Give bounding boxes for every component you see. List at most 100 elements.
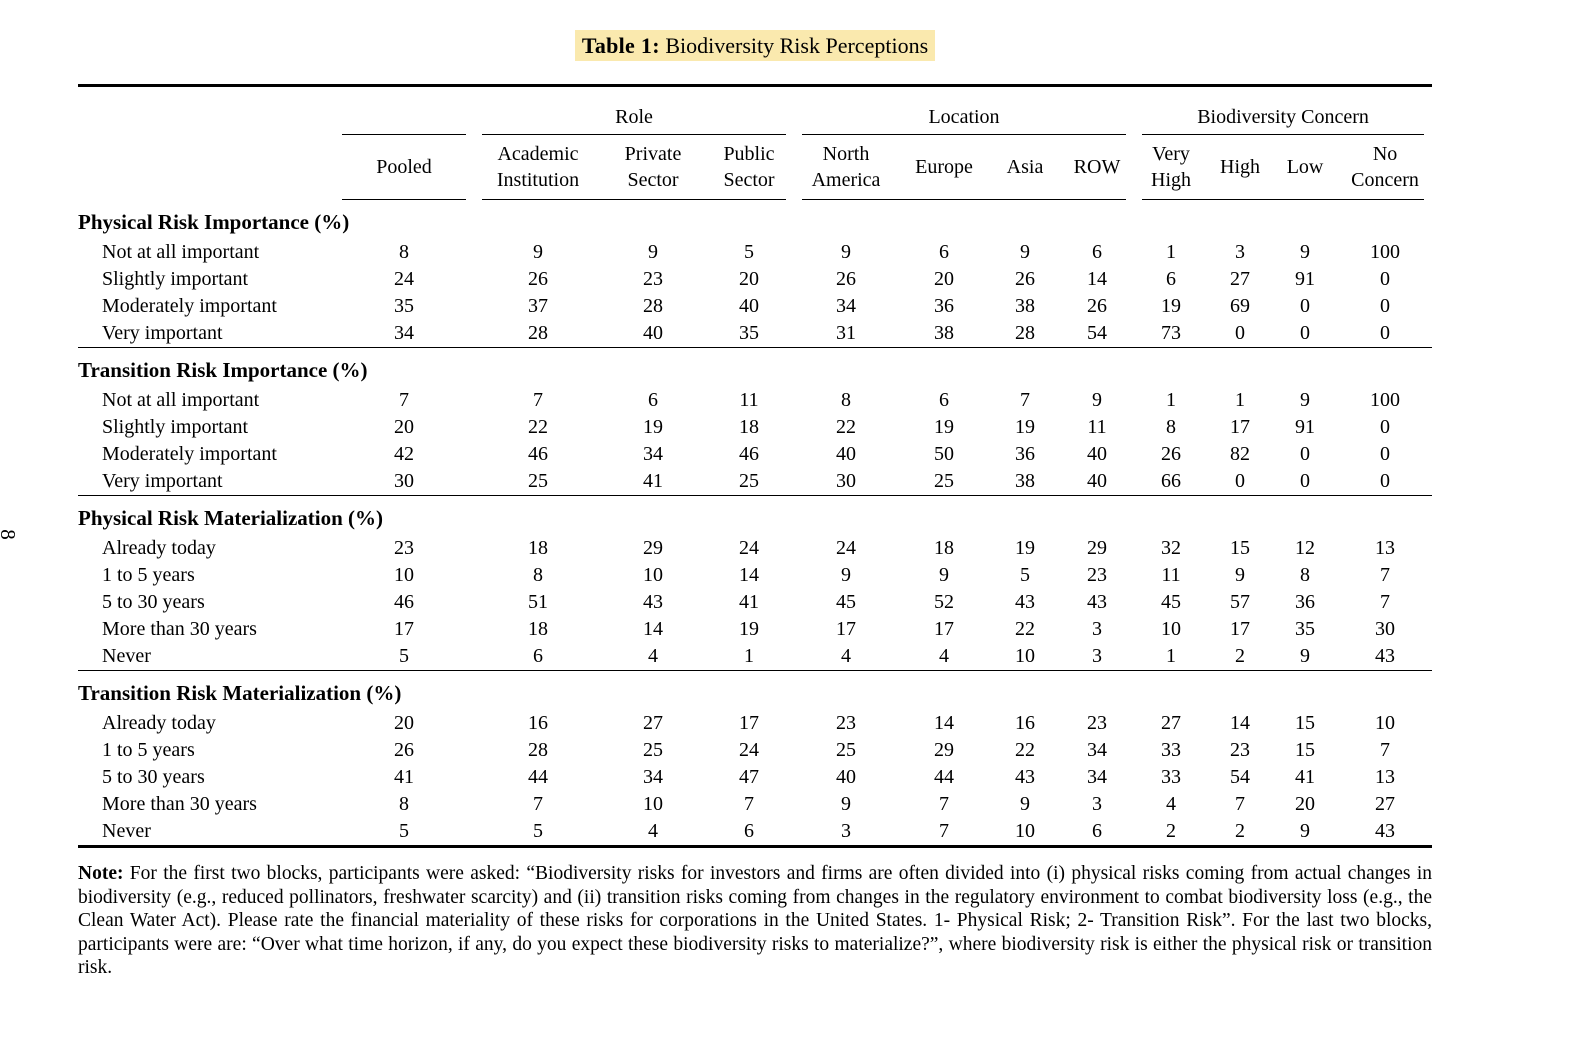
value-cell: 43 — [1087, 591, 1108, 613]
value-cell: 23 — [394, 537, 414, 559]
value-cell: 4 — [939, 645, 949, 667]
row-label: 1 to 5 years — [102, 739, 195, 761]
value-cell: 24 — [739, 739, 759, 761]
table-row: Moderately important 35 37 28 40 34 36 38 26 19 69… — [78, 293, 1432, 320]
value-cell: 14 — [739, 564, 759, 586]
value-cell: 10 — [394, 564, 414, 586]
value-cell: 40 — [836, 443, 856, 465]
value-cell: 43 — [1375, 820, 1396, 842]
value-cell: 9 — [1092, 389, 1103, 411]
value-cell: 10 — [643, 793, 663, 815]
column-header-private-sector: Private Sector — [624, 143, 682, 191]
column-header-row: Pooled Academic Institution Private Sect… — [78, 135, 1432, 199]
value-cell: 23 — [1087, 712, 1108, 734]
value-cell: 22 — [1015, 739, 1035, 761]
value-cell: 20 — [394, 712, 414, 734]
value-cell: 1 — [1166, 389, 1177, 411]
value-cell: 26 — [836, 268, 856, 290]
value-cell: 27 — [643, 712, 663, 734]
group-header-role: Role — [474, 86, 794, 136]
table-row: Very important 34 28 40 35 31 38 28 54 73 0 0 0 — [78, 320, 1432, 348]
value-cell: 4 — [1166, 793, 1177, 815]
title-label: Table 1: — [581, 33, 660, 58]
table-row: Moderately important 42 46 34 46 40 50 36 40 26 82… — [78, 441, 1432, 468]
value-cell: 0 — [1380, 268, 1391, 290]
value-cell: 1 — [1166, 241, 1177, 263]
value-cell: 7 — [1380, 591, 1391, 613]
value-cell: 7 — [533, 793, 543, 815]
block-header-row: Transition Risk Materialization (%) — [78, 676, 1432, 710]
value-cell: 7 — [744, 793, 754, 815]
value-cell: 30 — [1375, 618, 1396, 640]
value-cell: 40 — [643, 322, 663, 344]
value-cell: 14 — [643, 618, 663, 640]
value-cell: 0 — [1380, 470, 1391, 492]
value-cell: 52 — [934, 591, 954, 613]
value-cell: 20 — [394, 416, 414, 438]
block-separator-row — [78, 670, 1433, 676]
block-header: Transition Risk Importance (%) — [78, 357, 368, 382]
value-cell: 34 — [643, 766, 663, 788]
value-cell: 9 — [841, 241, 851, 263]
value-cell: 33 — [1161, 739, 1182, 761]
block-separator — [78, 347, 1433, 353]
value-cell: 17 — [1230, 618, 1251, 640]
value-cell: 6 — [1092, 820, 1103, 842]
value-cell: 11 — [739, 389, 759, 411]
value-cell: 7 — [1380, 739, 1391, 761]
table-row: 1 to 5 years 26 28 25 24 25 29 22 34 33 23 15 7 — [78, 737, 1432, 764]
value-cell: 15 — [1295, 712, 1316, 734]
value-cell: 51 — [528, 591, 548, 613]
block-header-row: Physical Risk Materialization (%) — [78, 501, 1432, 535]
value-cell: 28 — [528, 322, 548, 344]
value-cell: 41 — [739, 591, 759, 613]
column-header-asia: Asia — [1006, 156, 1044, 178]
value-cell: 28 — [1015, 322, 1035, 344]
block-separator-row — [78, 347, 1433, 353]
value-cell: 0 — [1300, 295, 1311, 317]
value-cell: 9 — [1235, 564, 1246, 586]
value-cell: 28 — [528, 739, 548, 761]
value-cell: 14 — [934, 712, 954, 734]
column-header-row-region: ROW — [1073, 156, 1121, 178]
row-label: Never — [102, 645, 151, 667]
value-cell: 3 — [1092, 618, 1103, 640]
title-highlight: Table 1: Biodiversity Risk Perceptions — [574, 30, 936, 61]
value-cell: 13 — [1375, 537, 1396, 559]
value-cell: 9 — [1300, 389, 1311, 411]
value-cell: 9 — [841, 793, 851, 815]
value-cell: 24 — [739, 537, 759, 559]
value-cell: 25 — [836, 739, 856, 761]
table-row: Slightly important 24 26 23 20 26 20 26 14 6 27 91 0 — [78, 266, 1432, 293]
table-row: Already today 23 18 29 24 24 18 19 29 32 15 12 13 — [78, 535, 1432, 562]
value-cell: 33 — [1161, 766, 1182, 788]
value-cell: 27 — [1375, 793, 1396, 815]
value-cell: 5 — [399, 820, 409, 842]
value-cell: 9 — [1020, 793, 1030, 815]
table-note: Note: For the first two blocks, particip… — [78, 862, 1432, 980]
value-cell: 10 — [1375, 712, 1396, 734]
row-label: 1 to 5 years — [102, 564, 195, 586]
value-cell: 16 — [1015, 712, 1035, 734]
value-cell: 24 — [394, 268, 414, 290]
value-cell: 23 — [1087, 564, 1108, 586]
value-cell: 25 — [643, 739, 663, 761]
value-cell: 45 — [836, 591, 856, 613]
block-header: Transition Risk Materialization (%) — [78, 680, 402, 705]
value-cell: 40 — [739, 295, 759, 317]
value-cell: 7 — [533, 389, 543, 411]
value-cell: 10 — [1015, 645, 1035, 667]
value-cell: 2 — [1166, 820, 1177, 842]
value-cell: 9 — [648, 241, 658, 263]
block-header: Physical Risk Materialization (%) — [78, 505, 384, 530]
value-cell: 27 — [1230, 268, 1251, 290]
block-separator — [78, 670, 1433, 676]
value-cell: 3 — [1235, 241, 1246, 263]
value-cell: 17 — [1230, 416, 1251, 438]
column-header-academic-institution: Academic Institution — [496, 143, 580, 191]
value-cell: 6 — [939, 241, 949, 263]
note-label: Note: — [78, 863, 124, 884]
table-row: Not at all important 7 7 6 11 8 6 7 9 1 1 9 100 — [78, 387, 1432, 414]
row-label: Never — [102, 820, 151, 842]
value-cell: 0 — [1380, 295, 1391, 317]
